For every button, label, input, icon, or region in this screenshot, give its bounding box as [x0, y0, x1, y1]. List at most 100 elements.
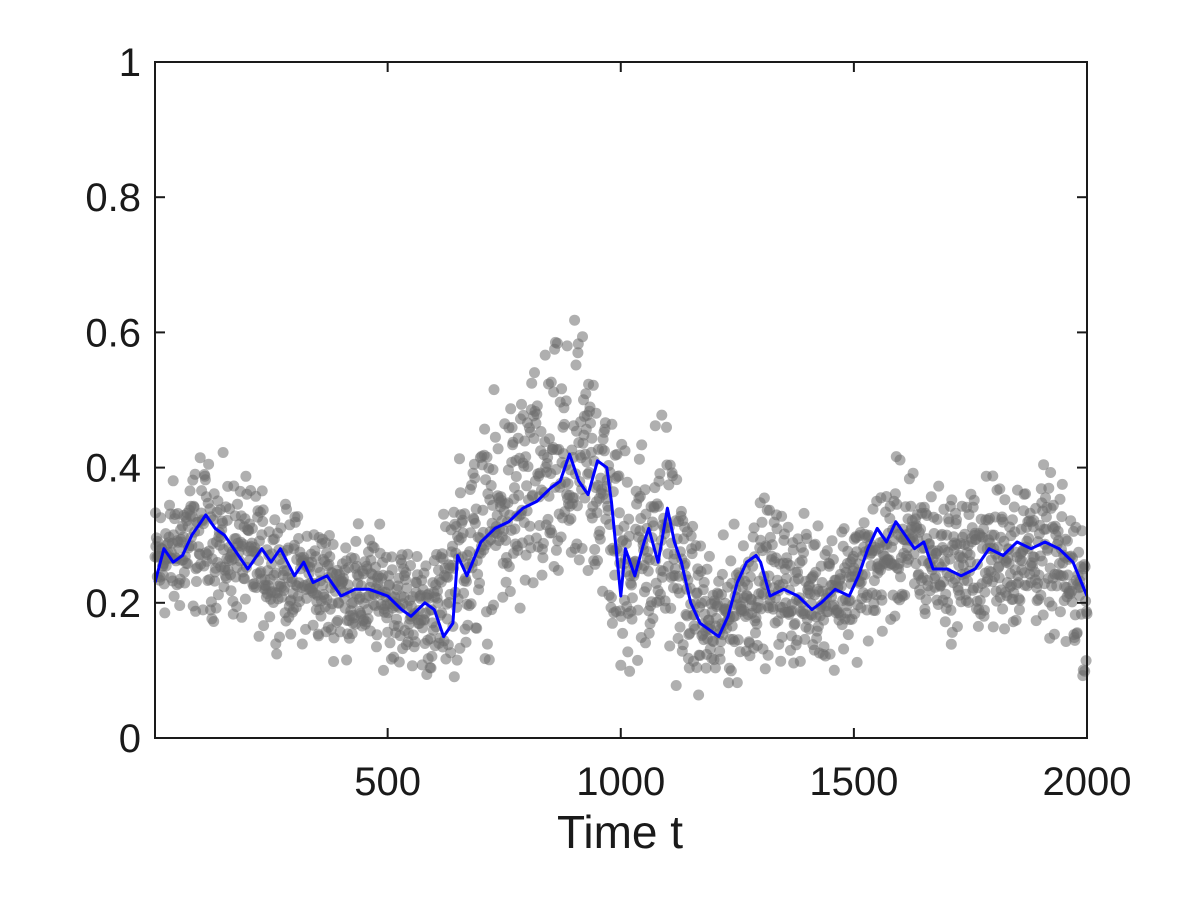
scatter-point	[346, 628, 358, 640]
scatter-point	[1052, 525, 1064, 537]
scatter-point	[155, 512, 167, 524]
scatter-point	[615, 659, 627, 671]
scatter-point	[314, 567, 326, 578]
scatter-point	[993, 572, 1005, 584]
scatter-point	[994, 483, 1006, 495]
scatter-point	[231, 601, 243, 613]
scatter-point	[698, 576, 710, 588]
scatter-point	[728, 518, 740, 530]
scatter-point	[1006, 514, 1018, 526]
scatter-point	[1048, 628, 1060, 640]
trend-line	[153, 452, 1089, 639]
scatter-point	[454, 487, 466, 499]
scatter-point	[714, 653, 726, 665]
scatter-point	[537, 552, 549, 564]
scatter-point	[293, 533, 305, 544]
scatter-point	[876, 594, 888, 606]
scatter-point	[626, 579, 637, 591]
scatter-point	[737, 540, 749, 552]
scatter-point	[801, 533, 813, 544]
scatter-point	[664, 640, 676, 652]
scatter-point	[632, 604, 644, 616]
scatter-point	[362, 613, 374, 625]
scatter-point	[504, 586, 516, 597]
scatter-point	[633, 453, 645, 465]
scatter-point	[968, 494, 980, 506]
scatter-point	[203, 458, 215, 470]
x-tick-label: 1000	[576, 760, 665, 804]
scatter-point	[264, 611, 276, 623]
scatter-point	[944, 553, 956, 565]
scatter-point	[420, 560, 432, 572]
scatter-point	[751, 618, 763, 630]
scatter-point	[821, 545, 833, 557]
scatter-point	[587, 379, 599, 391]
scatter-point	[405, 560, 416, 571]
scatter-point	[208, 616, 220, 627]
scatter-point	[731, 677, 743, 689]
scatter-point	[726, 620, 738, 632]
scatter-point	[999, 494, 1011, 506]
scatter-point	[257, 504, 269, 516]
scatter-point	[500, 576, 512, 588]
scatter-point	[576, 543, 588, 554]
scatter-point	[908, 548, 920, 560]
scatter-point	[281, 503, 292, 515]
scatter-point	[460, 636, 472, 648]
scatter-point	[693, 689, 705, 701]
scatter-point	[794, 655, 806, 667]
scatter-point	[1040, 492, 1051, 504]
scatter-point	[217, 447, 229, 458]
scatter-point	[775, 655, 787, 667]
scatter-point	[546, 527, 558, 539]
scatter-point	[1073, 546, 1085, 558]
scatter-point	[524, 520, 536, 532]
scatter-point	[271, 648, 283, 660]
scatter-point	[974, 594, 986, 606]
scatter-point	[605, 592, 617, 603]
scatter-point	[891, 498, 903, 510]
scatter-point	[1079, 665, 1091, 677]
scatter-point	[528, 433, 540, 444]
scatter-point	[239, 593, 251, 605]
scatter-point	[551, 337, 563, 349]
scatter-point	[239, 573, 250, 585]
x-tick-label: 500	[354, 760, 421, 804]
scatter-point	[636, 439, 648, 451]
scatter-point	[182, 558, 194, 570]
scatter-point	[536, 569, 548, 581]
scatter-point	[792, 533, 804, 545]
scatter-point	[580, 388, 592, 400]
scatter-point	[557, 448, 569, 460]
scatter-point	[835, 580, 847, 592]
scatter-point	[374, 518, 386, 530]
scatter-point	[766, 539, 778, 551]
scatter-point	[626, 613, 638, 625]
scatter-point	[1056, 511, 1068, 523]
scatter-point	[762, 649, 774, 661]
scatter-point	[606, 418, 618, 430]
scatter-point	[812, 520, 824, 532]
scatter-point	[838, 643, 850, 655]
scatter-point	[691, 662, 703, 673]
y-tick-label: 0	[119, 717, 141, 761]
scatter-point	[598, 445, 610, 457]
scatter-point	[432, 597, 444, 609]
scatter-point	[464, 546, 476, 558]
scatter-point	[194, 452, 206, 464]
scatter-point	[759, 663, 771, 675]
scatter-point	[656, 409, 668, 421]
y-tick-label: 0.8	[85, 176, 141, 220]
scatter-point	[481, 451, 493, 463]
scatter-point	[920, 594, 932, 606]
scatter-point	[978, 604, 990, 616]
scatter-point	[406, 660, 418, 672]
scatter-point	[199, 474, 211, 486]
scatter-point	[1013, 604, 1025, 616]
scatter-point	[824, 648, 836, 660]
scatter-point	[1061, 535, 1073, 547]
scatter-point	[798, 547, 809, 559]
scatter-point	[341, 654, 353, 666]
